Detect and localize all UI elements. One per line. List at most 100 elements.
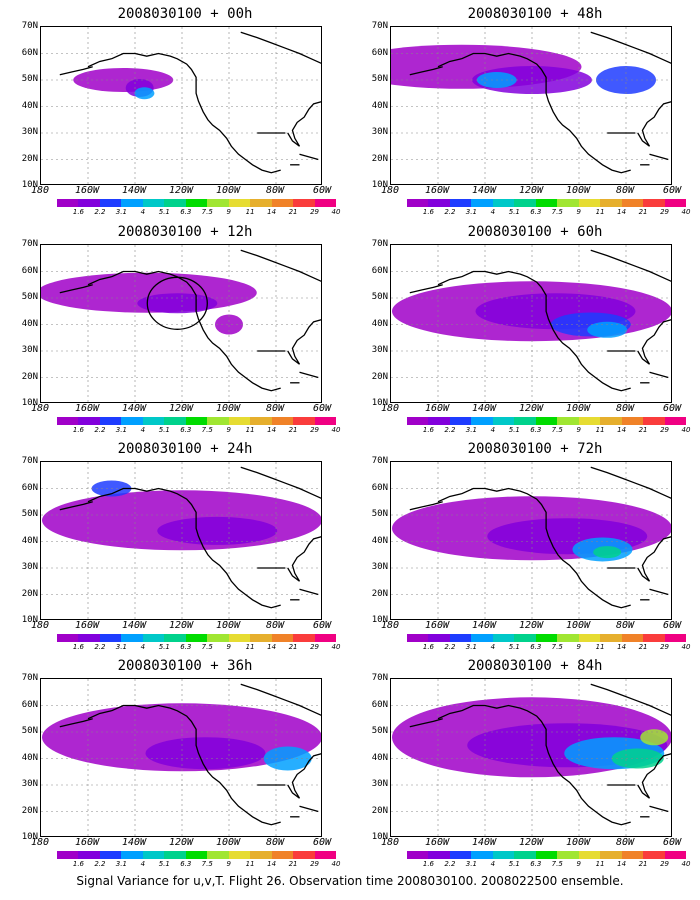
lon-tick-label: 120W (168, 837, 194, 848)
colorbar-label: 7.5 (551, 643, 563, 651)
colorbar-swatch (407, 417, 429, 425)
colorbar-swatch (492, 417, 515, 425)
colorbar-swatch (142, 634, 165, 642)
colorbar (407, 417, 687, 425)
colorbar-swatch (535, 199, 558, 207)
colorbar-label: 9 (576, 208, 581, 216)
coastline (637, 753, 671, 799)
colorbar-swatch (314, 634, 337, 642)
coastline (299, 805, 319, 813)
lon-tick-label: 140W (121, 837, 147, 848)
colorbar-label: 9 (226, 208, 231, 216)
colorbar-swatch (293, 634, 315, 642)
colorbar-label: 5.1 (158, 426, 170, 434)
coastline (437, 58, 462, 68)
signal-contour (593, 546, 622, 559)
coastline (240, 683, 321, 716)
lon-tick-label: 80W (265, 185, 285, 196)
panel-title: 2008030100 + 72h (467, 441, 603, 457)
colorbar-label: 11 (245, 860, 255, 868)
lon-tick-label: 120W (518, 403, 544, 414)
lat-tick-label: 70N (371, 21, 388, 31)
colorbar-label: 1.6 (422, 426, 435, 434)
colorbar-swatch (621, 634, 644, 642)
colorbar-swatch (471, 199, 493, 207)
colorbar-swatch (643, 199, 665, 207)
lat-tick-label: 50N (21, 74, 38, 84)
colorbar-label: 14 (617, 643, 627, 651)
lon-tick-label: 80W (615, 403, 635, 414)
coastline (437, 276, 462, 286)
colorbar-label: 3.1 (115, 208, 127, 216)
lon-tick-label: 160W (424, 837, 450, 848)
lon-tick-label: 80W (265, 837, 285, 848)
colorbar-swatch (185, 417, 208, 425)
colorbar-label: 9 (576, 426, 581, 434)
map-panel: 2008030100 + 12h 70N 60N 50N 40N 30N 20N 10N 180… (20, 224, 350, 434)
colorbar-label: 7.5 (201, 208, 213, 216)
colorbar-swatch (293, 199, 315, 207)
colorbar-swatch (207, 417, 229, 425)
colorbar-swatch (643, 851, 665, 859)
coastline (299, 371, 319, 379)
lon-tick-label: 180 (30, 837, 50, 848)
colorbar-label: 3.1 (115, 860, 127, 868)
lon-tick-label: 140W (471, 620, 497, 631)
lon-tick-label: 180 (30, 403, 50, 414)
coastline (461, 270, 631, 392)
colorbar-swatch (471, 851, 493, 859)
colorbar-swatch (250, 417, 272, 425)
colorbar-label: 9 (576, 860, 581, 868)
colorbar (57, 199, 337, 207)
colorbar-label: 40 (331, 860, 341, 868)
lon-tick-label: 60W (662, 837, 682, 848)
colorbar-swatch (99, 851, 122, 859)
lat-tick-label: 30N (371, 779, 388, 789)
colorbar-label: 5.1 (158, 643, 170, 651)
colorbar (407, 199, 687, 207)
coastline (409, 66, 443, 76)
colorbar-swatch (557, 634, 579, 642)
lat-tick-label: 40N (371, 100, 388, 111)
coastline (59, 501, 93, 511)
lat-tick-label: 10N (21, 615, 38, 625)
colorbar-swatch (578, 199, 601, 207)
colorbar-swatch (121, 417, 143, 425)
coastline (59, 66, 93, 76)
lat-tick-label: 70N (21, 21, 38, 31)
lon-tick-label: 80W (265, 403, 285, 414)
lat-tick-label: 40N (21, 535, 38, 546)
coastline (287, 319, 321, 365)
colorbar (407, 634, 687, 642)
colorbar-label: 29 (310, 426, 319, 434)
lat-tick-label: 20N (371, 371, 388, 382)
colorbar-swatch (449, 851, 472, 859)
colorbar-swatch (428, 851, 450, 859)
colorbar-swatch (428, 199, 450, 207)
figure-caption: Signal Variance for u,v,T. Flight 26. Ob… (76, 874, 624, 888)
lon-tick-label: 140W (121, 403, 147, 414)
colorbar-label: 6.3 (530, 208, 542, 216)
colorbar-label: 7.5 (201, 643, 213, 651)
lat-tick-label: 10N (371, 832, 388, 842)
coastline (111, 52, 281, 174)
signal-contour (587, 321, 628, 338)
lon-tick-label: 160W (424, 620, 450, 631)
colorbar-swatch (78, 199, 100, 207)
lon-tick-label: 180 (380, 837, 400, 848)
colorbar-label: 3.1 (115, 643, 127, 651)
coastline (87, 710, 112, 720)
lat-tick-label: 30N (371, 562, 388, 572)
colorbar-swatch (142, 417, 165, 425)
colorbar (407, 851, 687, 859)
lon-tick-label: 140W (471, 403, 497, 414)
colorbar-label: 9 (226, 860, 231, 868)
colorbar-swatch (492, 851, 515, 859)
colorbar-label: 1.6 (72, 643, 85, 651)
colorbar (57, 634, 337, 642)
colorbar-swatch (121, 199, 143, 207)
map-plot (390, 678, 672, 837)
panel-title: 2008030100 + 84h (467, 658, 603, 674)
colorbar-label: 40 (681, 860, 691, 868)
colorbar-swatch (621, 199, 644, 207)
